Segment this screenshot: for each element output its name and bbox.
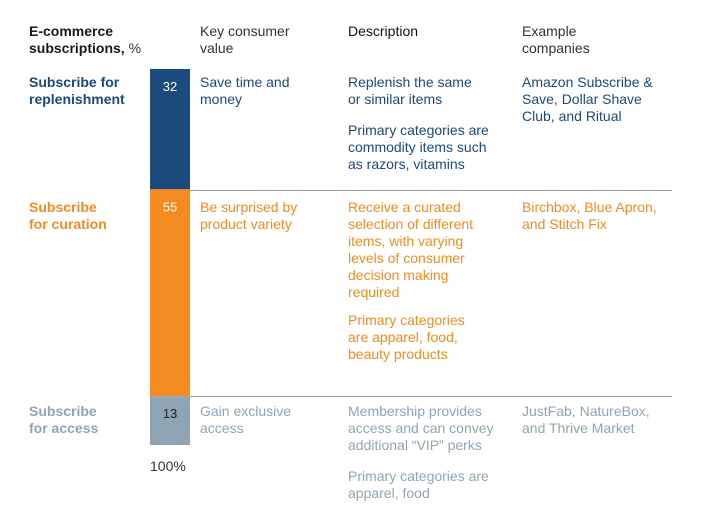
key-value-curation: Be surprised by product variety [200,199,298,232]
key-value-access: Gain exclusive access [200,403,292,436]
categories-curation: Primary categories are apparel, food, be… [348,312,465,362]
examples-replenishment: Amazon Subscribe & Save, Dollar Shave Cl… [522,74,653,124]
header-title-unit: % [124,40,142,56]
bar-segment-curation [150,189,190,397]
header-examples: Example companies [522,23,590,56]
bar-segment-replenishment [150,69,190,190]
header-key-value: Key consumer value [200,23,290,56]
header-title-line2: subscriptions, % [29,40,141,57]
bar-value-label-access: 13 [163,406,177,421]
examples-curation: Birchbox, Blue Apron, and Stitch Fix [522,199,657,232]
categories-access: Primary categories are apparel, food [348,468,489,501]
bar-segment-access [150,396,190,445]
header-title-line1: E-commerce [29,23,114,39]
bar-value-label-curation: 55 [163,199,177,214]
categories-replenishment: Primary categories are commodity items s… [348,122,489,172]
examples-access: JustFab, NatureBox, and Thrive Market [522,403,650,436]
row-label-access: Subscribe for access [29,403,99,436]
row-label-replenishment: Subscribe for replenishment [29,74,125,107]
description-curation: Receive a curated selection of different… [348,199,474,300]
row-separator [190,190,672,191]
bar-value-label-replenishment: 32 [163,79,177,94]
stacked-bar-chart: 32 55 13 [150,69,190,445]
total-label: 100% [150,458,186,474]
key-value-replenishment: Save time and money [200,74,290,107]
header-title-bold: subscriptions, [29,40,125,56]
row-separator [190,396,672,397]
description-access: Membership provides access and can conve… [348,403,494,453]
description-replenishment: Replenish the same or similar items [348,74,472,107]
row-label-curation: Subscribe for curation [29,199,107,232]
header-description: Description [348,23,419,39]
